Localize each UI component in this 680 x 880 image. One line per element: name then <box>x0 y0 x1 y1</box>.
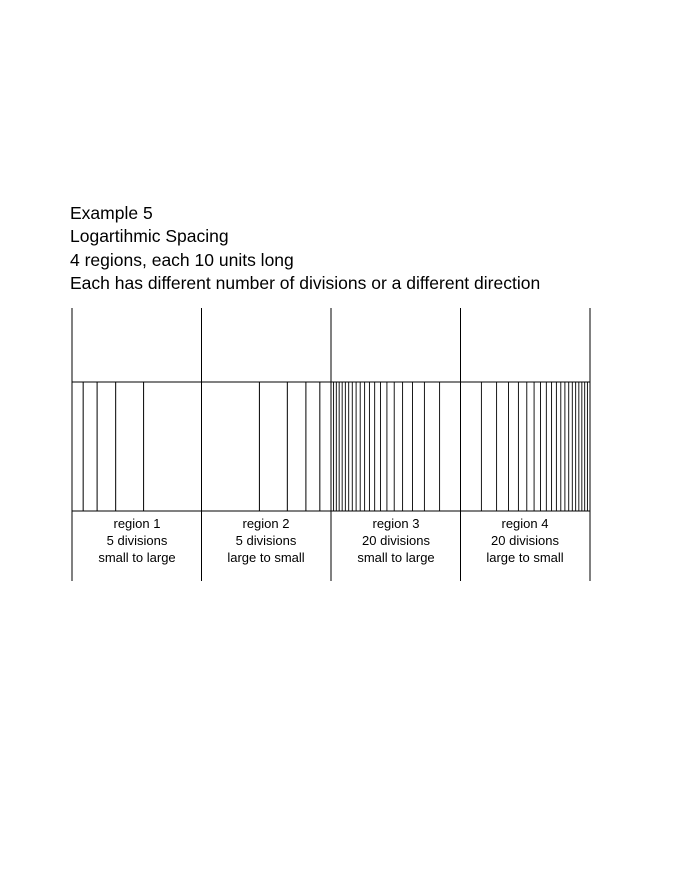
region-1-label: region 1 5 divisions small to large <box>72 515 202 566</box>
region-1-direction: small to large <box>98 550 176 565</box>
region-3-name: region 3 <box>372 516 420 531</box>
heading-line-2: Logartihmic Spacing <box>70 226 229 247</box>
region-3-direction: small to large <box>357 550 435 565</box>
diagram-frame <box>71 308 591 581</box>
region-2-label: region 2 5 divisions large to small <box>201 515 331 566</box>
region-1-divisions: 5 divisions <box>106 533 168 548</box>
region-2-divisions: 5 divisions <box>235 533 297 548</box>
region-4-direction: large to small <box>486 550 564 565</box>
region-4-divisions: 20 divisions <box>491 533 559 548</box>
region-2-name: region 2 <box>242 516 290 531</box>
heading: Example 5 Logartihmic Spacing 4 regions,… <box>70 202 540 295</box>
division-ticks <box>82 382 588 511</box>
heading-line-1: Example 5 <box>70 203 153 223</box>
region-4-name: region 4 <box>501 516 549 531</box>
region-1-name: region 1 <box>113 516 161 531</box>
heading-line-3: 4 regions, each 10 units long <box>70 249 294 270</box>
heading-line-4: Each has different number of divisions o… <box>70 272 541 293</box>
region-3-label: region 3 20 divisions small to large <box>331 515 461 566</box>
region-4-label: region 4 20 divisions large to small <box>460 515 590 566</box>
region-3-divisions: 20 divisions <box>362 533 430 548</box>
region-2-direction: large to small <box>227 550 305 565</box>
